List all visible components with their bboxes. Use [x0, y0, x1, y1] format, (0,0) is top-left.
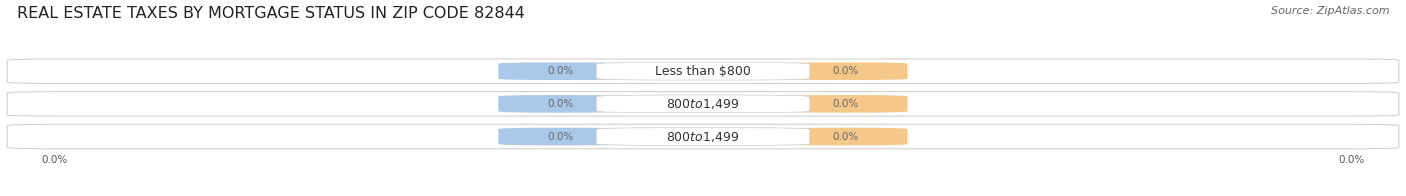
- Text: 0.0%: 0.0%: [832, 132, 859, 142]
- FancyBboxPatch shape: [783, 62, 908, 80]
- Text: 0.0%: 0.0%: [42, 155, 67, 165]
- Text: Less than $800: Less than $800: [655, 65, 751, 78]
- Text: 0.0%: 0.0%: [832, 99, 859, 109]
- FancyBboxPatch shape: [498, 62, 623, 80]
- FancyBboxPatch shape: [596, 95, 810, 113]
- Text: 0.0%: 0.0%: [832, 66, 859, 76]
- Text: 0.0%: 0.0%: [547, 99, 574, 109]
- FancyBboxPatch shape: [498, 128, 623, 145]
- FancyBboxPatch shape: [498, 95, 623, 113]
- Text: $800 to $1,499: $800 to $1,499: [666, 130, 740, 143]
- FancyBboxPatch shape: [596, 128, 810, 145]
- FancyBboxPatch shape: [596, 62, 810, 80]
- Text: 0.0%: 0.0%: [547, 66, 574, 76]
- FancyBboxPatch shape: [7, 92, 1399, 116]
- Text: 0.0%: 0.0%: [1339, 155, 1364, 165]
- Text: Source: ZipAtlas.com: Source: ZipAtlas.com: [1271, 6, 1389, 16]
- Text: REAL ESTATE TAXES BY MORTGAGE STATUS IN ZIP CODE 82844: REAL ESTATE TAXES BY MORTGAGE STATUS IN …: [17, 6, 524, 21]
- FancyBboxPatch shape: [7, 124, 1399, 149]
- Text: $800 to $1,499: $800 to $1,499: [666, 97, 740, 111]
- FancyBboxPatch shape: [7, 59, 1399, 83]
- Text: 0.0%: 0.0%: [547, 132, 574, 142]
- FancyBboxPatch shape: [783, 128, 908, 145]
- FancyBboxPatch shape: [783, 95, 908, 113]
